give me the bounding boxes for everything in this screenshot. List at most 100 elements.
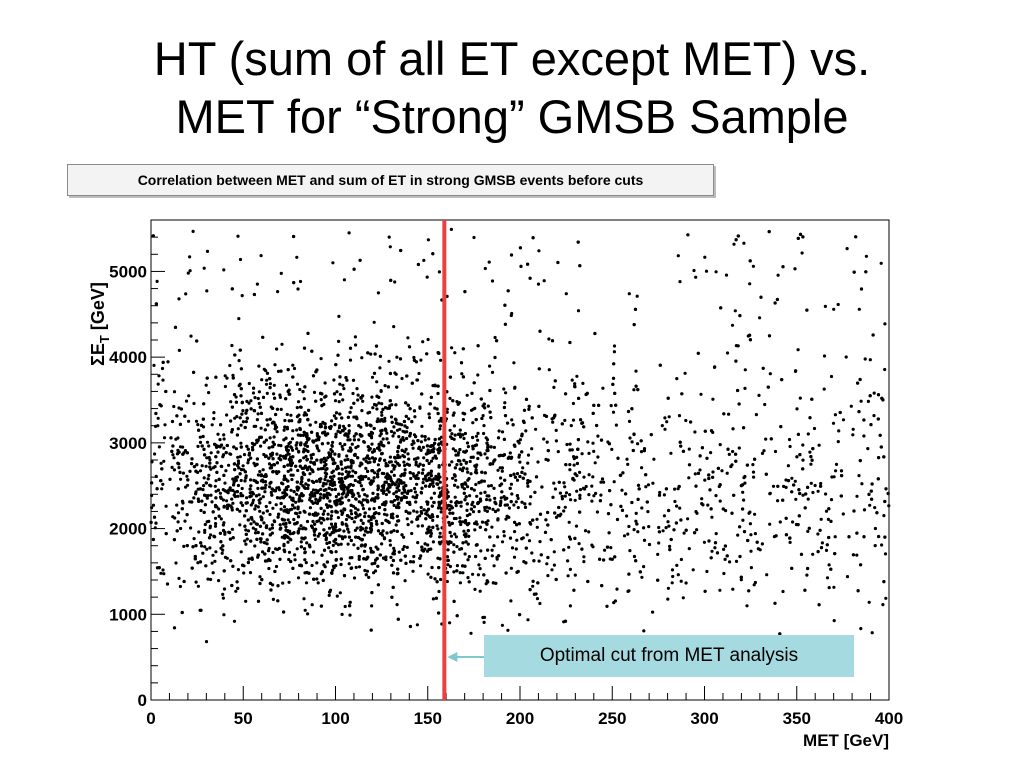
data-point — [405, 436, 409, 441]
data-point — [500, 469, 504, 473]
data-point — [314, 497, 318, 501]
data-point — [582, 475, 586, 479]
data-point — [183, 414, 187, 418]
data-point — [781, 589, 785, 594]
data-point — [264, 438, 268, 442]
data-point — [252, 409, 257, 413]
data-point — [255, 522, 259, 526]
data-point — [524, 546, 528, 550]
data-point — [437, 486, 441, 490]
data-point — [753, 512, 757, 516]
data-point — [647, 525, 651, 529]
data-point — [206, 577, 210, 581]
data-point — [370, 456, 375, 460]
data-point — [829, 374, 834, 379]
data-point — [452, 599, 456, 604]
data-point — [786, 479, 791, 483]
data-point — [475, 543, 479, 547]
data-point — [743, 386, 747, 390]
data-point — [318, 425, 322, 429]
data-point — [421, 549, 426, 553]
data-point — [668, 544, 672, 549]
data-point — [775, 297, 780, 302]
data-point — [742, 498, 746, 502]
data-point — [695, 511, 699, 515]
data-point — [454, 535, 458, 539]
data-point — [293, 553, 297, 557]
data-point — [468, 494, 472, 498]
data-point — [720, 469, 724, 473]
data-point — [404, 401, 408, 405]
data-point — [372, 371, 377, 375]
data-point — [205, 494, 209, 498]
data-point — [454, 478, 458, 482]
data-point — [436, 411, 440, 416]
data-point — [639, 439, 643, 443]
slide-title-line-2: MET for “Strong” GMSB Sample — [175, 90, 849, 143]
data-point — [239, 445, 243, 449]
data-point — [420, 392, 424, 396]
data-point — [459, 504, 463, 508]
data-point — [230, 430, 234, 434]
data-point — [420, 545, 424, 549]
data-point — [439, 358, 443, 362]
data-point — [533, 490, 537, 494]
data-point — [866, 447, 870, 451]
data-point — [162, 459, 166, 463]
data-point — [714, 270, 718, 274]
data-point — [238, 472, 242, 476]
data-point — [325, 541, 329, 546]
data-point — [258, 501, 262, 505]
data-point — [177, 406, 181, 410]
data-point — [409, 476, 413, 481]
data-point — [453, 433, 457, 437]
data-point — [244, 509, 248, 513]
data-point — [296, 505, 300, 509]
data-point — [437, 611, 441, 615]
data-point — [718, 483, 722, 487]
data-point — [328, 426, 332, 430]
data-point — [862, 508, 867, 512]
data-point — [445, 570, 449, 575]
data-point — [425, 352, 429, 356]
data-point — [493, 355, 497, 360]
data-point — [371, 406, 375, 410]
data-point — [346, 488, 350, 493]
data-point — [309, 453, 313, 457]
data-point — [390, 514, 394, 519]
data-point — [437, 500, 441, 504]
data-point — [360, 543, 364, 547]
data-point — [325, 560, 329, 564]
data-point — [834, 462, 839, 466]
data-point — [267, 456, 271, 460]
data-point — [351, 378, 356, 382]
data-point — [231, 373, 235, 377]
data-point — [595, 510, 600, 514]
data-point — [272, 383, 276, 387]
data-point — [633, 307, 638, 311]
data-point — [431, 597, 435, 601]
data-point — [563, 505, 567, 509]
data-point — [334, 509, 338, 513]
data-point — [348, 346, 353, 350]
data-point — [230, 497, 234, 501]
data-point — [482, 573, 486, 577]
data-point — [338, 499, 342, 503]
data-point — [484, 436, 488, 440]
data-point — [272, 463, 276, 467]
data-point — [448, 523, 452, 527]
data-point — [350, 489, 354, 493]
data-point — [477, 481, 481, 485]
data-point — [883, 552, 888, 556]
data-point — [474, 434, 479, 438]
data-point — [417, 446, 421, 451]
data-point — [713, 541, 718, 545]
data-point — [471, 510, 476, 514]
data-point — [436, 384, 440, 388]
data-point — [384, 518, 388, 522]
data-point — [483, 266, 487, 271]
data-point — [634, 511, 638, 515]
data-point — [494, 581, 498, 585]
data-point — [748, 259, 752, 263]
data-point — [312, 480, 316, 484]
